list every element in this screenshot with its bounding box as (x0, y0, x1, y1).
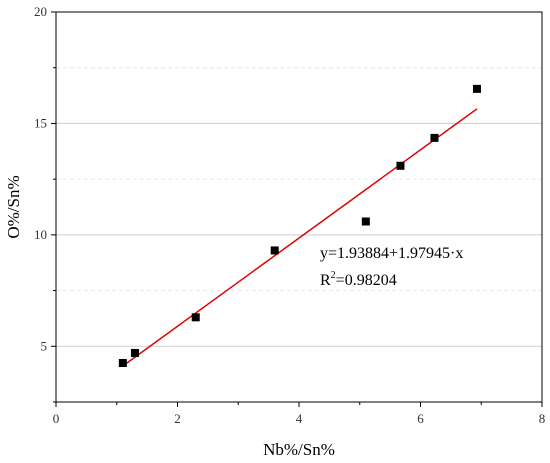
r-squared-label: R (320, 272, 331, 289)
x-tick-label: 8 (539, 411, 546, 426)
r-squared-sup: 2 (331, 270, 336, 281)
r-squared-value: =0.98204 (336, 272, 397, 289)
data-point (361, 217, 370, 226)
plot-frame (55, 11, 543, 403)
fit-line-group (122, 108, 478, 367)
data-point (130, 348, 139, 357)
data-points (118, 84, 481, 367)
data-point (191, 313, 200, 322)
fit-equation: y=1.93884+1.97945·x (320, 245, 463, 262)
y-tick-label: 15 (34, 115, 47, 130)
x-tick-label: 4 (296, 411, 303, 426)
y-tick-label: 5 (41, 338, 48, 353)
r-squared: R2=0.98204 (320, 270, 397, 289)
data-point (430, 133, 439, 142)
fit-line (122, 108, 478, 367)
data-point (472, 84, 481, 93)
x-axis-title: Nb%/Sn% (263, 440, 335, 459)
grid-lines (56, 67, 542, 403)
y-tick-label: 10 (34, 227, 47, 242)
data-point (396, 161, 405, 170)
x-axis: 0 2 4 6 8 (53, 402, 546, 426)
y-tick-label: 20 (34, 4, 47, 19)
data-point (118, 359, 127, 367)
x-tick-label: 6 (417, 411, 424, 426)
x-tick-label: 0 (53, 411, 60, 426)
y-axis-title: O%/Sn% (4, 175, 23, 238)
y-axis: 5 10 15 20 (34, 4, 56, 403)
x-tick-label: 2 (174, 411, 181, 426)
data-point (270, 246, 279, 255)
